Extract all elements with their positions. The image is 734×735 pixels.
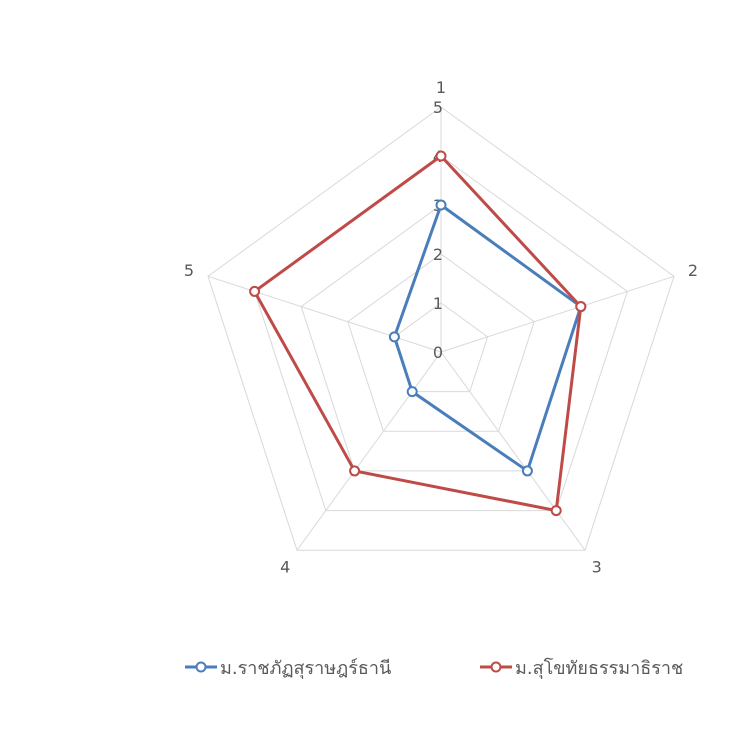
series-line — [252, 154, 583, 513]
marker — [521, 465, 533, 477]
marker — [406, 386, 418, 398]
axis-spoke — [296, 351, 442, 551]
legend-label: ม.สุโขทัยธรรมาธิราช — [515, 657, 683, 679]
r-tick-label: 2 — [433, 245, 443, 264]
legend-label: ม.ราชภัฏสุราษฎร์ธานี — [220, 658, 391, 679]
marker — [388, 331, 400, 343]
axis-spoke — [440, 275, 675, 353]
axis-spoke — [207, 275, 442, 353]
marker — [550, 505, 562, 517]
marker — [435, 150, 447, 162]
marker — [249, 285, 261, 297]
grid-line — [393, 302, 489, 393]
legend-marker — [490, 661, 502, 673]
category-label: 1 — [436, 78, 446, 97]
grid-line — [347, 253, 535, 432]
category-label: 3 — [592, 557, 602, 576]
legend-marker — [195, 661, 207, 673]
category-label: 5 — [184, 261, 194, 280]
marker — [349, 465, 361, 477]
series-line — [392, 202, 583, 474]
r-tick-label: 0 — [433, 343, 443, 362]
category-label: 2 — [688, 261, 698, 280]
marker — [575, 301, 587, 313]
r-tick-label: 1 — [433, 294, 443, 313]
category-label: 4 — [280, 557, 290, 576]
r-tick-label: 5 — [433, 98, 443, 117]
axis-spoke — [440, 351, 586, 551]
grid-line — [207, 106, 675, 551]
marker — [435, 199, 447, 211]
